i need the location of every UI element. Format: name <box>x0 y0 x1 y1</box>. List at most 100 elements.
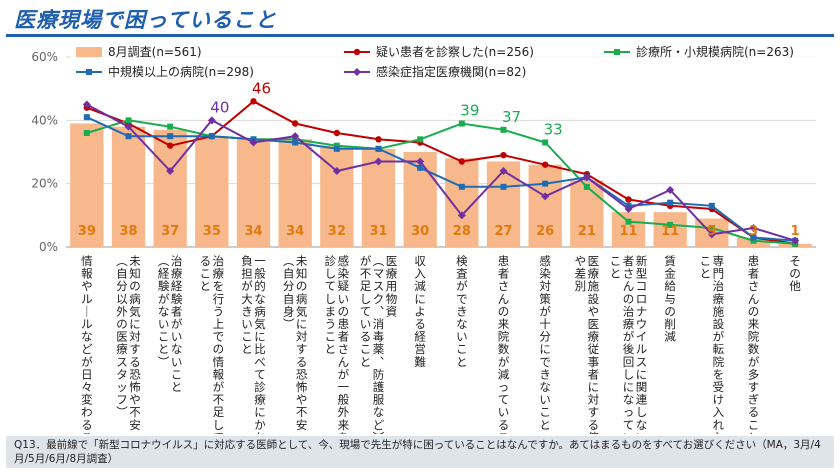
x-category-label: し <box>325 292 337 306</box>
x-category-label: が <box>360 254 372 268</box>
x-category-label: ︑ <box>373 304 385 318</box>
series-data-label: 40 <box>210 98 229 116</box>
x-category-label: 対 <box>588 393 600 407</box>
series-point <box>791 236 800 245</box>
x-category-label: わ <box>81 405 93 419</box>
series-line <box>86 116 796 242</box>
x-category-label: 療 <box>116 342 128 356</box>
legend-background <box>70 42 818 82</box>
bar-value-label: 27 <box>494 224 512 239</box>
x-category-label: 治 <box>623 304 635 318</box>
x-category-label: き <box>456 304 468 318</box>
x-category-label: の <box>296 279 308 293</box>
series-point <box>166 167 175 175</box>
series-point <box>500 126 507 133</box>
x-category-label: ︶ <box>158 355 170 369</box>
x-category-label: 報 <box>81 267 93 281</box>
bar <box>111 126 146 247</box>
x-category-label: 院 <box>748 330 760 344</box>
x-category-label: 物 <box>386 292 398 306</box>
x-category-label: さ <box>748 279 760 293</box>
y-tick-label: 20% <box>31 177 58 191</box>
x-category-label: す <box>588 405 600 419</box>
x-category-label: 未 <box>129 254 141 268</box>
series-data-label: 37 <box>502 108 521 126</box>
series-point <box>333 142 340 149</box>
x-category-label: が <box>213 380 225 394</box>
x-category-label: て <box>254 367 266 381</box>
x-category-label: る <box>414 317 426 331</box>
x-category-label: 対 <box>296 330 308 344</box>
series-point <box>83 114 90 121</box>
x-category-label: 対 <box>539 279 551 293</box>
x-category-label: 十 <box>539 317 551 331</box>
x-category-label: し <box>325 267 337 281</box>
x-category-label: ス <box>116 355 128 369</box>
x-category-label: 事 <box>588 355 600 369</box>
legend-label: 8月調査(n=561) <box>108 45 202 59</box>
x-category-label: 収 <box>414 254 426 268</box>
x-category-label: ん <box>748 292 760 306</box>
x-category-label: 々 <box>81 380 93 394</box>
x-category-label: 以 <box>116 292 128 306</box>
x-category-label: 診 <box>254 380 266 394</box>
x-category-label: る <box>498 418 510 432</box>
x-category-label: 不 <box>129 405 141 419</box>
bar-value-label: 3 <box>749 224 758 239</box>
x-category-label: 患 <box>748 254 760 268</box>
x-category-label: ま <box>325 304 337 318</box>
series-point <box>375 145 382 152</box>
x-category-label: と <box>748 430 760 434</box>
x-category-label: 防 <box>373 367 385 381</box>
x-category-label: 般 <box>254 267 266 281</box>
x-category-label: か <box>254 418 266 432</box>
series-point <box>624 205 633 213</box>
x-category-label: 怖 <box>129 380 141 394</box>
x-category-label: 患 <box>338 317 350 331</box>
x-category-label: っ <box>498 380 510 394</box>
x-category-label: 者 <box>171 304 183 318</box>
x-category-label: に <box>414 292 426 306</box>
x-category-label: 院 <box>713 355 725 369</box>
x-category-label: ︶ <box>373 430 385 434</box>
x-category-label: い <box>623 430 635 434</box>
x-category-label: こ <box>700 254 712 268</box>
bar <box>236 139 271 247</box>
x-category-label: 者 <box>498 267 510 281</box>
x-category-label: そ <box>789 254 801 268</box>
x-category-label: 病 <box>296 292 308 306</box>
x-category-label: て <box>213 430 225 434</box>
series-point <box>249 138 258 147</box>
x-category-label: 怖 <box>296 380 308 394</box>
x-category-label: の <box>116 317 128 331</box>
x-category-label: が <box>241 279 253 293</box>
x-category-label: 来 <box>498 317 510 331</box>
bar <box>278 139 312 247</box>
x-category-label: 病 <box>254 304 266 318</box>
x-category-label: 転 <box>713 342 725 356</box>
x-category-label: ぎ <box>748 393 760 407</box>
x-category-label: 治 <box>713 279 725 293</box>
series-point <box>542 180 549 187</box>
series-point <box>541 161 549 168</box>
x-category-label: ど <box>81 342 93 356</box>
x-category-label: る <box>588 418 600 432</box>
bar <box>195 136 229 247</box>
bar <box>153 129 187 247</box>
x-category-label: 護 <box>373 380 385 394</box>
x-category-label: 検 <box>456 254 468 268</box>
x-category-label: 連 <box>636 393 648 407</box>
x-category-label: す <box>129 342 141 356</box>
bar-value-label: 11 <box>619 224 637 239</box>
x-category-label: か <box>254 430 266 434</box>
x-category-label: を <box>213 279 225 293</box>
x-category-label: に <box>296 317 308 331</box>
x-category-label: こ <box>200 267 212 281</box>
x-category-label: う <box>213 304 225 318</box>
x-category-label: 一 <box>254 254 266 268</box>
x-category-label: こ <box>456 342 468 356</box>
x-category-label: な <box>713 430 725 434</box>
x-category-label: 安 <box>296 418 308 432</box>
series-point <box>667 221 674 228</box>
x-category-label: べ <box>254 355 266 369</box>
